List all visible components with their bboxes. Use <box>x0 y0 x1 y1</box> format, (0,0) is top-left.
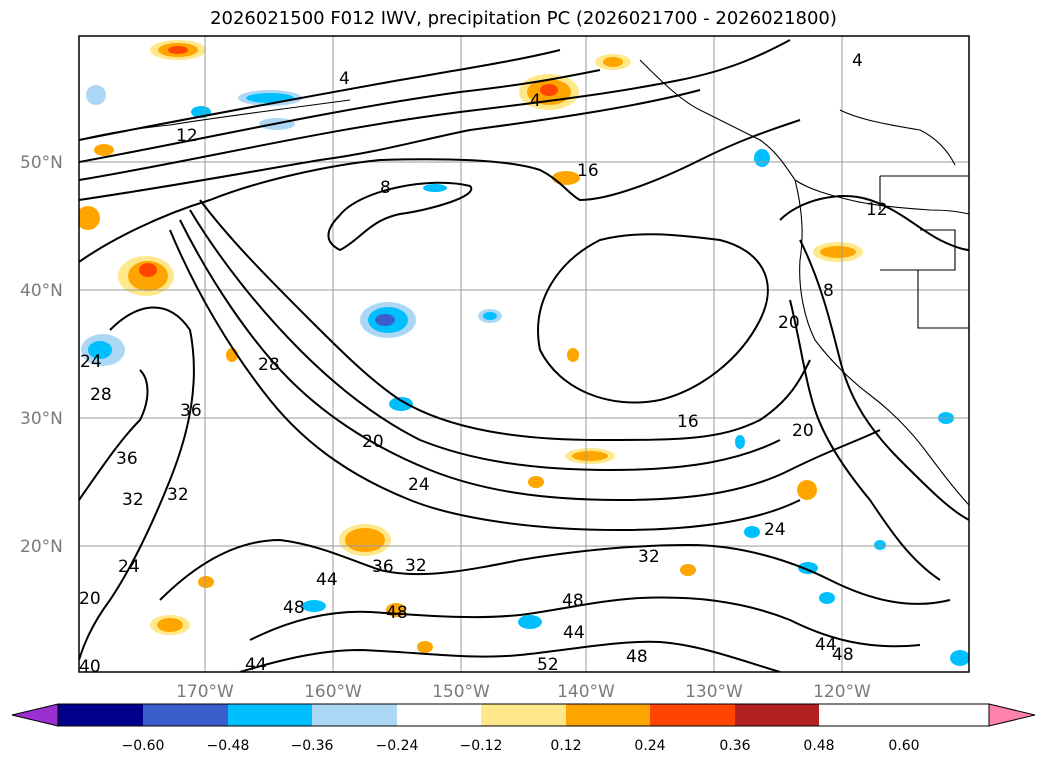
lon-label: 160°W <box>304 682 362 702</box>
contour-label: 36 <box>180 401 202 421</box>
latitude-labels: 50°N 40°N 30°N 20°N <box>20 153 63 557</box>
colorbar-segment <box>650 704 735 726</box>
contour-label: 52 <box>537 655 559 675</box>
contour-label: 48 <box>386 603 408 623</box>
contour-label: 36 <box>116 449 138 469</box>
colorbar-tick-label: −0.36 <box>291 738 334 754</box>
colorbar-tick-label: 0.48 <box>803 738 834 754</box>
contour-label: 12 <box>866 200 888 220</box>
contour-label: 12 <box>176 126 198 146</box>
colorbar-tick-label: −0.48 <box>207 738 250 754</box>
lat-label: 50°N <box>20 153 63 173</box>
contour-label: 44 <box>316 570 338 590</box>
colorbar-extend-left <box>11 703 59 727</box>
lon-label: 170°W <box>176 682 234 702</box>
colorbar-segment <box>143 704 228 726</box>
colorbar-outline <box>57 703 990 727</box>
contour-label: 16 <box>577 161 599 181</box>
contour-label: 48 <box>283 598 305 618</box>
colorbar-tick-label: 0.24 <box>634 738 665 754</box>
contour-label: 44 <box>245 655 267 675</box>
lon-label: 130°W <box>685 682 743 702</box>
contour-label: 44 <box>815 635 837 655</box>
contour-label: 4 <box>339 69 350 89</box>
contour-label: 32 <box>167 485 189 505</box>
contour-label: 20 <box>79 589 101 609</box>
contour-label: 20 <box>362 432 384 452</box>
iwv-contours <box>79 39 969 672</box>
contour-label: 44 <box>563 623 585 643</box>
colorbar-segment <box>58 704 143 726</box>
contour-label: 24 <box>118 557 140 577</box>
colorbar-segment <box>312 704 397 726</box>
colorbar-extend-right <box>988 703 1036 727</box>
contour-label: 48 <box>832 645 854 665</box>
contour-label: 20 <box>778 313 800 333</box>
colorbar-segment <box>566 704 650 726</box>
contour-label: 8 <box>823 281 834 301</box>
contour-label: 20 <box>792 421 814 441</box>
contour-label: 32 <box>638 547 660 567</box>
contour-label: 24 <box>80 352 102 372</box>
lon-label: 120°W <box>813 682 871 702</box>
contour-label: 28 <box>258 355 280 375</box>
colorbar-tick-label: 0.36 <box>719 738 750 754</box>
colorbar-tick-label: −0.12 <box>460 738 503 754</box>
map-area: 4 4 4 8 8 12 12 16 16 20 20 20 20 24 24 … <box>79 36 969 677</box>
contour-label: 24 <box>764 520 786 540</box>
contour-label: 28 <box>90 385 112 405</box>
contour-label: 4 <box>530 91 541 111</box>
colorbar-segment <box>735 704 819 726</box>
map-frame <box>78 35 970 673</box>
map-title: 2026021500 F012 IWV, precipitation PC (2… <box>210 8 837 29</box>
contour-label: 32 <box>122 490 144 510</box>
contour-label: 8 <box>380 178 391 198</box>
colorbar-segment <box>228 704 312 726</box>
contour-label: 24 <box>408 475 430 495</box>
lon-label: 140°W <box>557 682 615 702</box>
colorbar-segment <box>397 704 481 726</box>
contour-label: 32 <box>405 556 427 576</box>
contour-label: 4 <box>852 51 863 71</box>
contour-label: 48 <box>626 647 648 667</box>
lat-label: 40°N <box>20 281 63 301</box>
longitude-labels: 170°W 160°W 150°W 140°W 130°W 120°W <box>176 682 871 702</box>
colorbar-tick-label: −0.24 <box>376 738 419 754</box>
contour-label: 16 <box>677 412 699 432</box>
colorbar-tick-label: 0.12 <box>550 738 581 754</box>
colorbar-segment <box>481 704 566 726</box>
colorbar: −0.60 −0.48 −0.36 −0.24 −0.12 0.12 0.24 … <box>11 703 1036 754</box>
lat-label: 30°N <box>20 409 63 429</box>
lon-label: 150°W <box>432 682 490 702</box>
contour-label: 40 <box>79 657 101 677</box>
contour-label: 36 <box>372 557 394 577</box>
contour-labels: 4 4 4 8 8 12 12 16 16 20 20 20 20 24 24 … <box>79 51 888 677</box>
coastline <box>79 59 969 506</box>
colorbar-tick-label: −0.60 <box>122 738 165 754</box>
lat-label: 20°N <box>20 537 63 557</box>
colorbar-tick-label: 0.60 <box>888 738 919 754</box>
contour-label: 48 <box>562 591 584 611</box>
